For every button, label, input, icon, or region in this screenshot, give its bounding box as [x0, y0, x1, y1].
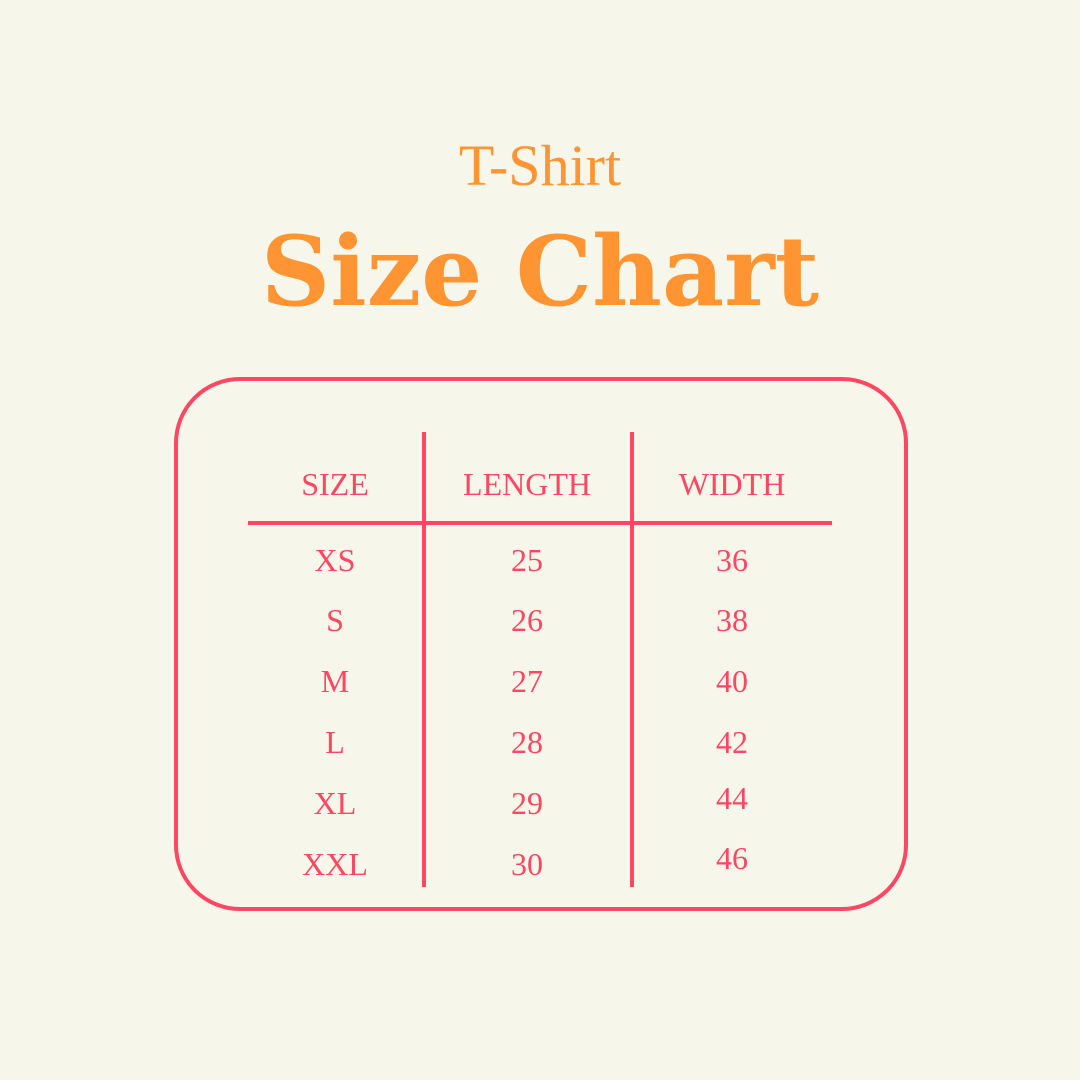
column-header: LENGTH [463, 466, 591, 502]
table-cell: 25 [511, 542, 543, 578]
column-divider [422, 432, 426, 887]
table-cell: 42 [716, 724, 748, 760]
table-cell: S [326, 602, 344, 638]
table-cell: 44 [716, 780, 748, 816]
column-divider [630, 432, 634, 887]
table-cell: 26 [511, 602, 543, 638]
page-title: Size Chart [260, 215, 820, 328]
subtitle: T-Shirt [458, 133, 622, 198]
table-cell: 38 [716, 602, 748, 638]
table-cell: M [320, 663, 350, 699]
table-cell: 30 [511, 846, 543, 882]
table-cell: 28 [511, 724, 543, 760]
table-cell: 27 [511, 663, 543, 699]
column-header: WIDTH [678, 466, 786, 502]
column-header: SIZE [301, 466, 369, 502]
table-frame [174, 377, 908, 911]
header-divider [248, 521, 832, 525]
table-cell: 36 [716, 542, 748, 578]
table-cell: L [325, 724, 345, 760]
table-cell: 40 [716, 663, 748, 699]
table-cell: XXL [302, 846, 368, 882]
table-cell: 46 [716, 840, 748, 876]
table-cell: 29 [511, 785, 543, 821]
table-cell: XL [313, 785, 357, 821]
table-cell: XS [314, 542, 356, 578]
